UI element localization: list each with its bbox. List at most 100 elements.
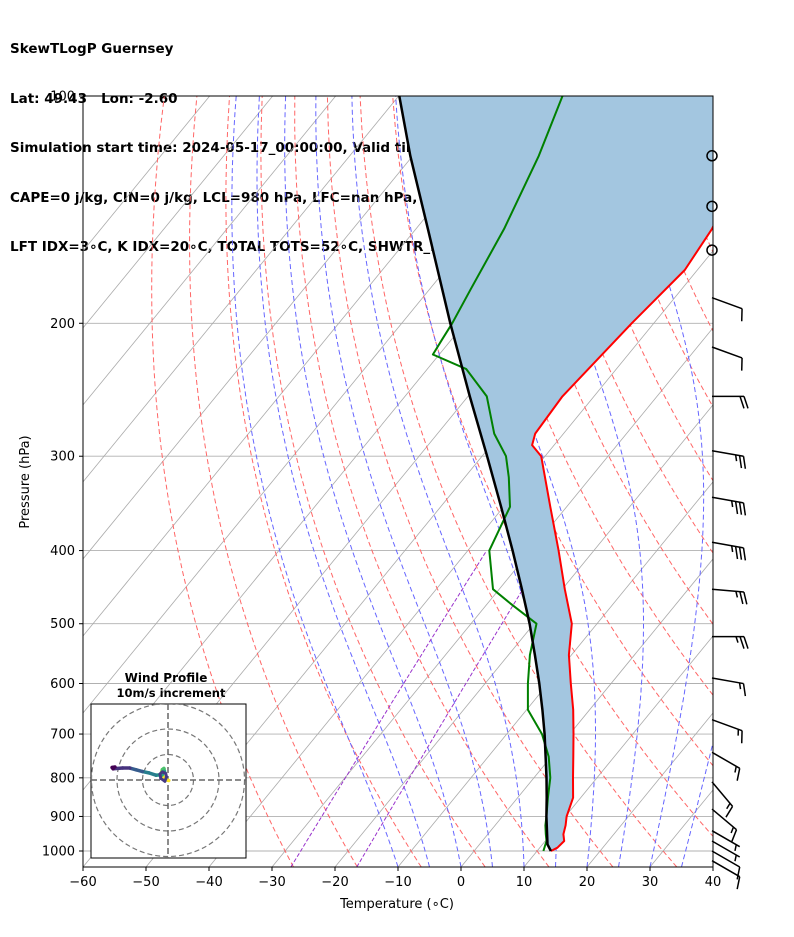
barb-half [735,636,739,643]
barb-half [730,545,734,553]
barb-full [736,876,741,890]
wind-barb [711,808,738,842]
wind-barb [711,677,747,697]
hodograph-trace [110,765,117,770]
barb-full [739,636,745,649]
parcel-line [398,96,553,852]
dry-adiabat [225,96,422,867]
moist-adiabat [395,96,558,867]
isotherm-line [83,96,336,406]
barb-half [730,826,735,834]
dry-adiabat [326,96,614,867]
sounding-profiles [398,96,713,852]
moist-adiabat [351,96,525,867]
barb-half [734,854,737,862]
barb-full [743,591,748,605]
x-tick-label: −50 [132,875,159,890]
isotherm-line [83,96,462,560]
y-tick-label: 900 [50,810,75,825]
wind-barb [711,781,734,818]
isotherm-line [586,712,713,867]
x-tick-label: 40 [705,875,722,890]
x-axis-label: Temperature (∘C) [339,897,454,912]
wind-barb [711,840,741,862]
barb-staff [711,718,743,732]
title-station: SkewTLogP Guernsey [10,41,174,57]
y-tick-label: 700 [50,728,75,743]
dry-adiabat [392,96,713,838]
moist-adiabat [231,96,399,867]
isotherm-line [271,327,713,867]
barb-staff [711,296,743,310]
isotherm-line [334,404,713,867]
y-axis-label: Pressure (hPa) [18,435,33,528]
wind-barb [711,449,747,469]
isotherm-line [83,96,210,252]
barb-full [740,730,743,744]
x-tick-label: −40 [195,875,222,890]
calm-wind-circle [706,200,718,213]
y-tick-label: 400 [50,544,75,559]
x-tick-label: −60 [69,875,96,890]
dry-adiabat [719,96,794,867]
wind-barb [711,860,741,890]
x-axis-ticks: −60 −50 −40 −30 −20 −10 0 10 20 30 40 [69,867,721,890]
barb-full [743,636,749,649]
dry-adiabat [189,96,358,867]
x-tick-label: −20 [321,875,348,890]
wind-barb [711,346,743,371]
barb-full [739,396,745,409]
dry-adiabat [260,96,486,867]
x-tick-label: 20 [579,875,596,890]
cape-region [399,96,713,851]
barb-staff [711,496,744,504]
barb-staff [711,588,744,593]
isotherm-line [523,635,713,867]
barb-full [742,502,747,516]
title-latlon: Lat: 49.43 Lon: -2.60 [10,90,178,107]
barb-half [734,454,738,462]
barb-staff [711,850,741,868]
y-tick-label: 800 [50,771,75,786]
wind-barb [712,395,749,409]
y-tick-label: 300 [50,450,75,465]
y-tick-label: 1000 [42,845,75,860]
barb-full [742,683,747,697]
dry-adiabat [784,96,794,867]
cape-fill-area [399,96,713,851]
barb-full [731,829,738,842]
barb-full [742,547,747,561]
barb-half [734,766,737,773]
barb-staff [711,808,737,831]
barb-half [737,729,740,736]
dry-adiabat [151,96,294,867]
barb-staff [711,840,741,858]
wind-barb [711,718,743,744]
hodograph-loop [163,775,168,783]
y-tick-label: 500 [50,617,75,632]
barb-staff [711,541,744,549]
barb-full [740,308,743,322]
barb-full [738,502,743,515]
barb-staff [711,860,741,878]
barb-full [740,357,743,371]
dry-adiabat [457,96,713,696]
hodograph-title: Wind Profile [125,671,208,685]
dry-adiabat [294,96,550,867]
hodograph-inset [90,703,247,859]
moist-adiabat [256,96,430,867]
barb-full [736,768,741,781]
x-tick-label: 30 [642,875,659,890]
barb-staff [711,346,743,359]
calm-wind-circle [706,150,718,162]
wind-barb [712,635,749,649]
barb-full [743,396,749,409]
wind-barb [711,541,747,561]
y-tick-label: 200 [50,317,75,332]
hodograph-subtitle: 10m/s increment [117,686,226,700]
barb-staff [711,751,741,769]
mixing-ratio-line [356,550,547,867]
isotherm-line [83,96,273,329]
x-tick-label: 0 [457,875,465,890]
barb-full [738,455,743,469]
